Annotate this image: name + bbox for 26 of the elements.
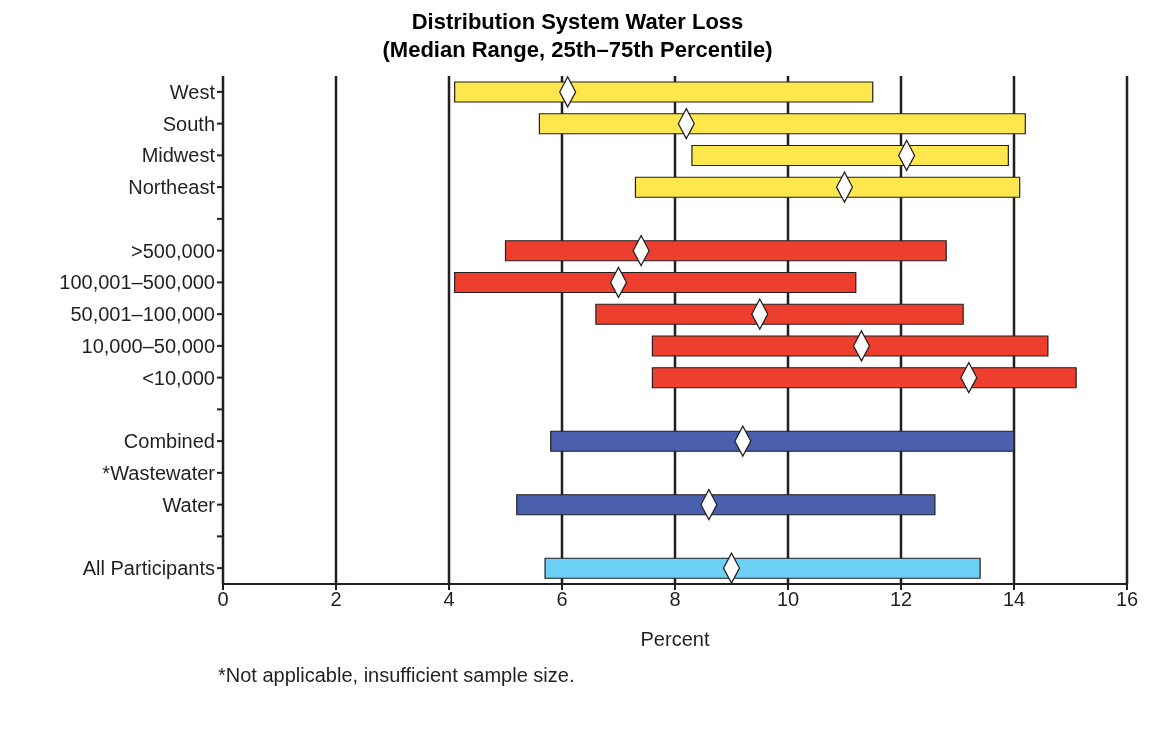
chart-subtitle: (Median Range, 25th–75th Percentile) — [381, 36, 774, 64]
x-tick-label: 2 — [330, 588, 342, 611]
y-tick-label: Combined — [123, 430, 215, 453]
y-tick-label: Midwest — [141, 144, 216, 167]
y-tick-label: 10,000–50,000 — [81, 334, 215, 357]
y-tick-label: <10,000 — [142, 366, 215, 389]
y-tick-label: *Wastewater — [102, 461, 216, 484]
y-tick-label: Northeast — [128, 176, 216, 199]
x-tick-label: 10 — [776, 588, 800, 611]
x-axis-title: Percent — [640, 628, 710, 650]
text: *Not applicable, insufficient sample size. — [218, 664, 576, 687]
y-tick-label: 100,001–500,000 — [59, 271, 215, 294]
x-tick-label: 16 — [1115, 588, 1139, 611]
x-tick-label: 14 — [1002, 588, 1026, 611]
x-tick-label: 4 — [443, 588, 455, 611]
y-tick-label: West — [169, 80, 216, 103]
x-tick-label: 12 — [889, 588, 913, 611]
y-tick-label: 50,001–100,000 — [70, 303, 215, 326]
x-tick-label: 0 — [217, 588, 229, 611]
x-tick-label: 8 — [669, 588, 681, 611]
y-tick-label: All Participants — [82, 557, 215, 580]
y-tick-label: South — [162, 112, 215, 135]
y-tick-label: Water — [162, 493, 216, 516]
y-tick-label: >500,000 — [131, 239, 215, 262]
x-tick-label: 6 — [556, 588, 568, 611]
chart-title: Distribution System Water Loss — [410, 8, 745, 36]
